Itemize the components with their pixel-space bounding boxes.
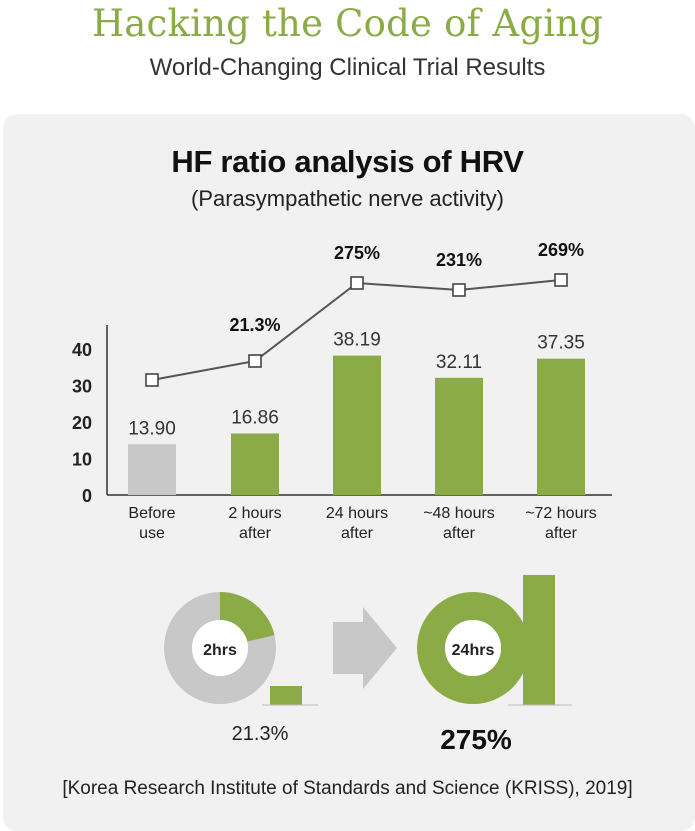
increase-marker (145, 373, 159, 387)
small-bar-2hrs (270, 686, 302, 705)
x-tick-label: ~48 hours (423, 505, 495, 522)
bar-value-label: 13.90 (128, 418, 176, 439)
bar-value-label: 32.11 (436, 352, 482, 373)
increase-label: 21.3% (229, 315, 280, 335)
increase-marker (554, 273, 568, 287)
donut-2hrs-label: 2hrs (203, 642, 237, 659)
caption-24hrs: 275% (440, 724, 512, 755)
bar (333, 355, 381, 495)
x-tick-label: ~72 hours (525, 505, 597, 522)
x-tick-label: after (443, 525, 476, 542)
donut-2hrs-center (192, 620, 248, 676)
source-citation: [Korea Research Institute of Standards a… (62, 778, 633, 799)
increase-marker (350, 276, 364, 290)
donut-24hrs-ring-fill (417, 592, 529, 704)
y-tick-label: 40 (72, 340, 92, 360)
bar-value-label: 37.35 (537, 333, 585, 354)
increase-marker (452, 283, 466, 297)
x-tick-label: after (239, 525, 272, 542)
bar-value-label: 16.86 (231, 407, 279, 428)
y-tick-label: 0 (82, 486, 92, 506)
arrow-icon (333, 607, 397, 689)
bar (231, 433, 279, 495)
donut-24hrs-label: 24hrs (452, 642, 495, 659)
increase-marker (248, 354, 262, 368)
donut-2hrs-ring-fill (220, 592, 275, 642)
bar (537, 358, 585, 495)
increase-label: 275% (334, 243, 380, 263)
x-tick-label: Before (128, 505, 175, 522)
y-tick-label: 20 (72, 413, 92, 433)
x-tick-label: after (341, 525, 374, 542)
donut-24hrs-center (445, 620, 501, 676)
bar (435, 377, 483, 495)
chart-subtitle: (Parasympathetic nerve activity) (191, 186, 504, 211)
y-tick-label: 30 (72, 377, 92, 397)
chart-title: HF ratio analysis of HRV (171, 144, 524, 179)
x-tick-label: 24 hours (326, 505, 388, 522)
bar (128, 444, 176, 495)
x-tick-label: use (139, 525, 165, 542)
tall-bar-24hrs (523, 575, 555, 705)
page-title: Hacking the Code of Aging (91, 2, 604, 45)
x-tick-label: after (545, 525, 578, 542)
y-tick-label: 10 (72, 450, 92, 470)
bar-value-label: 38.19 (333, 330, 381, 351)
x-tick-label: 2 hours (228, 505, 281, 522)
caption-2hrs: 21.3% (232, 723, 289, 745)
increase-label: 231% (436, 250, 482, 270)
page-subtitle: World-Changing Clinical Trial Results (149, 54, 546, 81)
increase-label: 269% (538, 240, 584, 260)
